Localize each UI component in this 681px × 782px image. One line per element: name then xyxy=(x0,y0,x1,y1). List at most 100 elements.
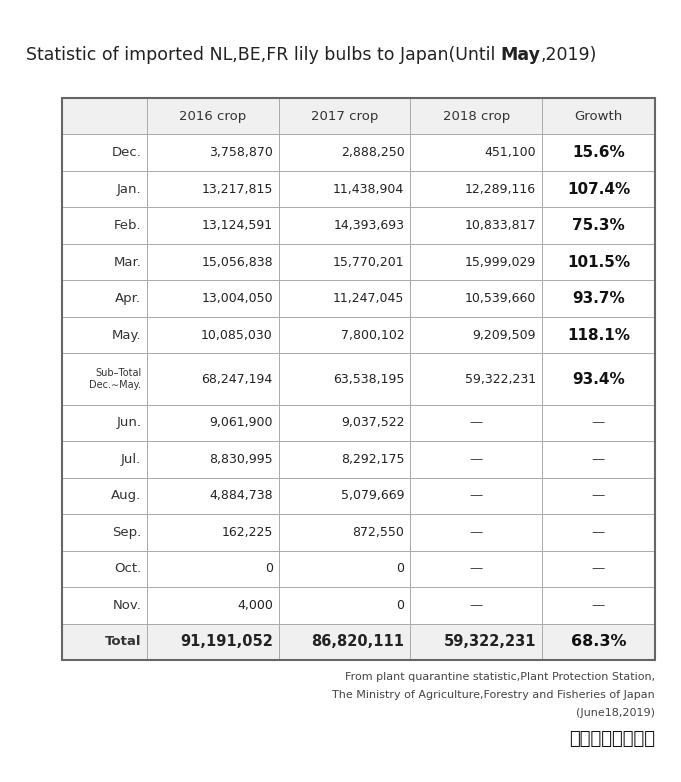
Bar xyxy=(542,404,655,441)
Bar xyxy=(279,478,411,514)
Bar xyxy=(279,244,411,281)
Bar xyxy=(542,551,655,587)
Bar xyxy=(411,281,542,317)
Text: 4,884,738: 4,884,738 xyxy=(209,490,273,502)
Bar xyxy=(411,404,542,441)
Text: 68.3%: 68.3% xyxy=(571,634,627,649)
Bar xyxy=(542,353,655,404)
Text: 12,289,116: 12,289,116 xyxy=(465,183,536,196)
Bar xyxy=(147,281,279,317)
Bar xyxy=(147,135,279,171)
Bar xyxy=(279,587,411,623)
Text: 9,061,900: 9,061,900 xyxy=(209,416,273,429)
Text: —: — xyxy=(592,526,605,539)
Text: 872,550: 872,550 xyxy=(353,526,405,539)
Bar xyxy=(279,135,411,171)
Bar xyxy=(147,478,279,514)
Bar xyxy=(147,623,279,660)
Text: The Ministry of Agriculture,Forestry and Fisheries of Japan: The Ministry of Agriculture,Forestry and… xyxy=(332,690,655,700)
Text: 2017 crop: 2017 crop xyxy=(311,109,378,123)
Text: —: — xyxy=(592,599,605,612)
Text: —: — xyxy=(469,599,483,612)
Bar xyxy=(411,551,542,587)
Bar xyxy=(147,207,279,244)
Bar xyxy=(411,441,542,478)
Bar xyxy=(279,551,411,587)
Text: —: — xyxy=(469,526,483,539)
Text: 株式会社中村農園: 株式会社中村農園 xyxy=(569,730,655,748)
Text: From plant quarantine statistic,Plant Protection Station,: From plant quarantine statistic,Plant Pr… xyxy=(345,672,655,682)
Text: 11,438,904: 11,438,904 xyxy=(333,183,405,196)
Bar xyxy=(62,171,147,207)
Text: 9,037,522: 9,037,522 xyxy=(341,416,405,429)
Bar xyxy=(147,317,279,353)
Bar xyxy=(279,441,411,478)
Text: 107.4%: 107.4% xyxy=(567,181,630,197)
Text: Nov.: Nov. xyxy=(112,599,141,612)
Text: May.: May. xyxy=(112,328,141,342)
Bar xyxy=(542,317,655,353)
Text: 5,079,669: 5,079,669 xyxy=(341,490,405,502)
Text: Jan.: Jan. xyxy=(116,183,141,196)
Bar xyxy=(62,98,147,135)
Text: 68,247,194: 68,247,194 xyxy=(202,372,273,386)
Text: ,2019): ,2019) xyxy=(541,46,597,64)
Bar xyxy=(62,623,147,660)
Text: 10,833,817: 10,833,817 xyxy=(464,219,536,232)
Text: —: — xyxy=(469,416,483,429)
Text: —: — xyxy=(469,453,483,466)
Bar xyxy=(62,353,147,404)
Text: 93.7%: 93.7% xyxy=(572,291,625,307)
Text: —: — xyxy=(469,490,483,502)
Text: 86,820,111: 86,820,111 xyxy=(311,634,405,649)
Text: 11,247,045: 11,247,045 xyxy=(333,292,405,305)
Text: Total: Total xyxy=(105,635,141,648)
Text: 15.6%: 15.6% xyxy=(572,145,625,160)
Text: Jul.: Jul. xyxy=(121,453,141,466)
Text: 3,758,870: 3,758,870 xyxy=(209,146,273,160)
Text: —: — xyxy=(592,490,605,502)
Bar xyxy=(279,353,411,404)
Bar xyxy=(62,404,147,441)
Text: 162,225: 162,225 xyxy=(221,526,273,539)
Bar xyxy=(411,98,542,135)
Bar xyxy=(62,551,147,587)
Bar xyxy=(411,623,542,660)
Bar xyxy=(147,353,279,404)
Text: Feb.: Feb. xyxy=(114,219,141,232)
Bar xyxy=(62,207,147,244)
Text: 8,292,175: 8,292,175 xyxy=(341,453,405,466)
Bar xyxy=(542,441,655,478)
Text: 9,209,509: 9,209,509 xyxy=(473,328,536,342)
Bar xyxy=(62,587,147,623)
Text: 4,000: 4,000 xyxy=(237,599,273,612)
Text: 13,217,815: 13,217,815 xyxy=(202,183,273,196)
Bar xyxy=(542,623,655,660)
Bar xyxy=(147,98,279,135)
Text: 59,322,231: 59,322,231 xyxy=(443,634,536,649)
Bar xyxy=(279,317,411,353)
Text: —: — xyxy=(592,453,605,466)
Text: 7,800,102: 7,800,102 xyxy=(340,328,405,342)
Text: 2016 crop: 2016 crop xyxy=(179,109,247,123)
Text: 13,124,591: 13,124,591 xyxy=(202,219,273,232)
Bar xyxy=(62,281,147,317)
Text: Dec.: Dec. xyxy=(112,146,141,160)
Text: 91,191,052: 91,191,052 xyxy=(180,634,273,649)
Bar xyxy=(411,135,542,171)
Bar xyxy=(279,623,411,660)
Text: May: May xyxy=(501,46,541,64)
Bar xyxy=(147,551,279,587)
Bar xyxy=(542,514,655,551)
Text: —: — xyxy=(592,416,605,429)
Bar xyxy=(411,244,542,281)
Bar xyxy=(542,244,655,281)
Text: 14,393,693: 14,393,693 xyxy=(334,219,405,232)
Bar xyxy=(542,207,655,244)
Text: 118.1%: 118.1% xyxy=(567,328,630,343)
Bar xyxy=(411,207,542,244)
Text: 59,322,231: 59,322,231 xyxy=(465,372,536,386)
Text: 15,999,029: 15,999,029 xyxy=(464,256,536,269)
Bar xyxy=(411,317,542,353)
Text: 0: 0 xyxy=(396,599,405,612)
